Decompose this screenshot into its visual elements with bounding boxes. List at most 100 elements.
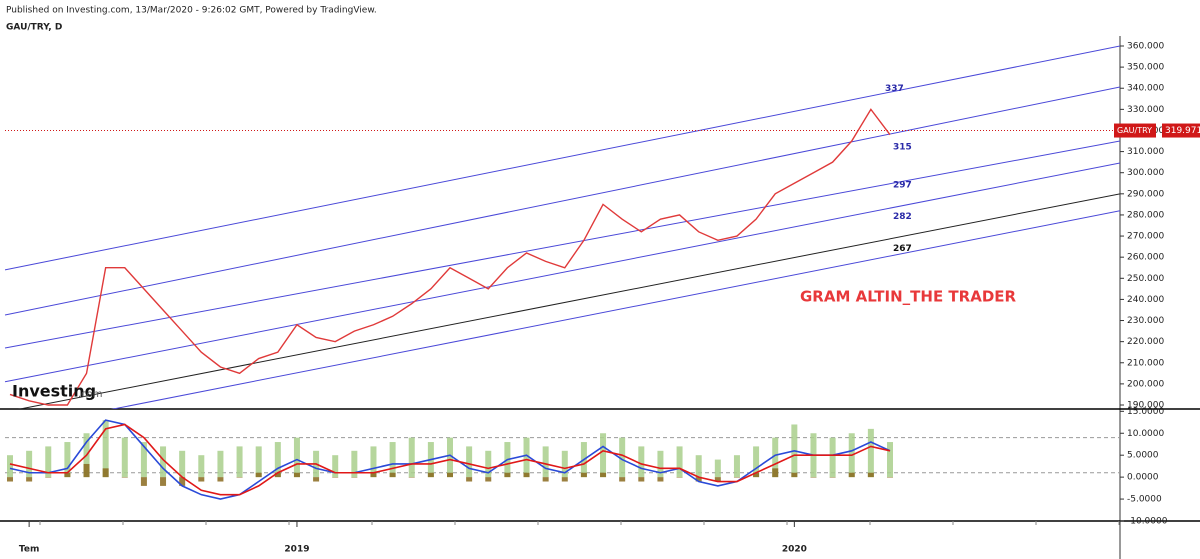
y-tick-label: 200.000	[1127, 379, 1164, 389]
indicator-bar	[714, 459, 721, 478]
indicator-bar	[217, 477, 224, 482]
y-tick-label: 220.000	[1127, 337, 1164, 347]
indicator-bar	[236, 477, 243, 478]
channel-line	[4, 162, 1120, 383]
indicator-bar	[485, 477, 492, 482]
indicator-bar	[102, 468, 109, 478]
indicator-bar	[638, 446, 645, 478]
last-price-tag	[1114, 123, 1156, 138]
indicator-bar	[676, 446, 683, 478]
x-tick-label: Tem	[19, 545, 39, 555]
logo-suffix: .com	[78, 389, 103, 400]
indicator-bar	[332, 455, 339, 478]
indicator-bar	[26, 450, 33, 478]
indicator-bar	[64, 472, 71, 478]
indicator-bar	[121, 477, 128, 478]
indicator-bar	[753, 472, 760, 478]
channel-line	[110, 210, 1120, 409]
indicator-bar	[274, 472, 281, 478]
y-tick-label: 10.0000	[1127, 429, 1164, 439]
indicator-bar	[772, 468, 779, 478]
indicator-bar	[293, 472, 300, 478]
y-tick-label: -5.0000	[1127, 495, 1162, 505]
indicator-bar	[408, 477, 415, 478]
y-tick-label: 5.0000	[1127, 451, 1159, 461]
level-label: 297	[893, 181, 912, 191]
indicator-bar	[867, 472, 874, 478]
indicator-bar	[791, 472, 798, 478]
indicator-bar	[274, 442, 281, 478]
last-price-box	[1162, 123, 1200, 138]
indicator-bar	[695, 477, 702, 482]
indicator-bar	[179, 450, 186, 478]
indicator-bar	[370, 472, 377, 478]
indicator-bar	[580, 472, 587, 478]
indicator-bar	[83, 463, 90, 478]
indicator-bar	[600, 472, 607, 478]
y-tick-label: 0.0000	[1127, 473, 1159, 483]
indicator-bar	[848, 472, 855, 478]
indicator-bar	[198, 477, 205, 482]
indicator-bar	[179, 477, 186, 486]
indicator-bar	[542, 446, 549, 478]
indicator-bar	[695, 455, 702, 478]
indicator-bar	[389, 472, 396, 478]
indicator-bar	[867, 428, 874, 478]
indicator-bar	[293, 437, 300, 478]
y-tick-label: 290.000	[1127, 189, 1164, 199]
indicator-line	[9, 419, 891, 500]
indicator-bar	[351, 477, 358, 478]
logo: Investing	[12, 382, 96, 401]
indicator-bar	[733, 455, 740, 478]
indicator-bar	[408, 437, 415, 478]
indicator-bar	[753, 446, 760, 478]
indicator-bar	[504, 472, 511, 478]
indicator-bar	[523, 472, 530, 478]
last-price-label: 319.971	[1165, 126, 1200, 136]
indicator-bar	[447, 472, 453, 478]
indicator-bar	[121, 437, 128, 478]
indicator-bar	[466, 477, 473, 482]
axes: 190.000 200.000 210.000 220.000 230.000 240.0…	[19, 42, 1200, 555]
indicator-bar	[657, 450, 664, 478]
y-tick-label: 330.000	[1127, 105, 1164, 115]
x-tick-label: 2019	[284, 545, 309, 555]
indicator-bar	[619, 437, 626, 478]
symbol: GAU/TRY, D	[6, 23, 62, 33]
y-tick-label: 310.000	[1127, 147, 1164, 157]
indicator-bar	[160, 477, 167, 486]
indicator-bar	[332, 477, 339, 478]
indicator-bar	[542, 477, 549, 482]
indicator-bar	[447, 437, 453, 478]
indicator-bar	[523, 437, 530, 478]
indicator-bar	[45, 446, 52, 478]
indicator-bar	[140, 477, 147, 486]
indicator-bar	[255, 472, 262, 478]
indicator-bar	[466, 446, 473, 478]
price-pane: 337 315 297 282 267	[4, 45, 1120, 409]
level-label: 267	[893, 244, 912, 254]
level-label: 282	[893, 212, 912, 222]
y-tick-label: 230.000	[1127, 316, 1164, 326]
y-tick-label: 360.000	[1127, 42, 1164, 52]
indicator-bar	[829, 437, 836, 478]
level-label: 337	[885, 84, 904, 94]
indicator-bar	[7, 477, 13, 482]
indicator-bar	[772, 437, 779, 478]
y-tick-label: 350.000	[1127, 63, 1164, 73]
indicator-bar	[657, 477, 664, 482]
indicator-pane	[5, 419, 1120, 500]
y-tick-label: 270.000	[1127, 232, 1164, 242]
indicator-bar	[236, 446, 243, 478]
indicator-bar	[7, 455, 13, 478]
indicator-bar	[427, 472, 434, 478]
indicator-bar	[714, 477, 721, 482]
indicator-bar	[887, 477, 893, 478]
indicator-bar	[485, 450, 492, 478]
channel-line	[4, 86, 1120, 316]
indicator-bar	[600, 433, 607, 478]
indicator-bar	[351, 450, 358, 478]
y-tick-label: 240.000	[1127, 295, 1164, 305]
indicator-bar	[810, 477, 817, 478]
price-line	[9, 108, 891, 406]
